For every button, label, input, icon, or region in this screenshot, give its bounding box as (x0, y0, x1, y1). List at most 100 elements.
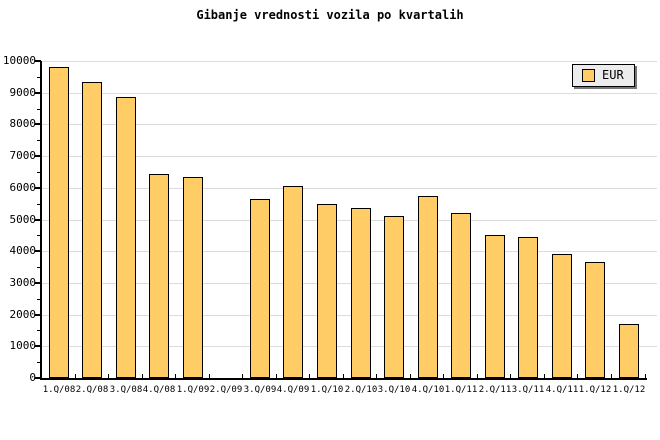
y-major-tick (35, 123, 41, 125)
y-tick-label: 6000 (9, 181, 37, 194)
y-tick-label: 2000 (9, 308, 37, 321)
gridline (42, 124, 657, 125)
y-major-tick (35, 155, 41, 157)
x-tick (645, 374, 646, 378)
bar (351, 208, 371, 378)
y-major-tick (35, 187, 41, 189)
bar (451, 213, 471, 378)
y-tick-label: 5000 (9, 213, 37, 226)
y-minor-tick (37, 299, 41, 300)
y-major-tick (35, 282, 41, 284)
y-major-tick (35, 314, 41, 316)
y-minor-tick (37, 235, 41, 236)
bar (485, 235, 505, 378)
bar (317, 204, 337, 378)
x-tick (343, 374, 344, 378)
x-tick (108, 374, 109, 378)
gridline (42, 156, 657, 157)
x-tick-label: 4.Q/09 (276, 385, 310, 395)
gridline (42, 220, 657, 221)
y-major-tick (35, 60, 41, 62)
x-tick-label: 2.Q/11 (478, 385, 512, 395)
x-tick-label: 3.Q/11 (511, 385, 545, 395)
x-tick-label: 2.Q/08 (75, 385, 109, 395)
y-tick-label: 10000 (2, 54, 36, 67)
x-tick-label: 1.Q/12 (612, 385, 646, 395)
x-tick (142, 374, 143, 378)
y-major-tick (35, 92, 41, 94)
bar (283, 186, 303, 378)
x-tick (309, 374, 310, 378)
x-tick-label: 4.Q/11 (545, 385, 579, 395)
y-tick-label: 8000 (9, 117, 37, 130)
x-tick (242, 374, 243, 378)
y-minor-tick (37, 109, 41, 110)
x-tick (477, 374, 478, 378)
gridline (42, 188, 657, 189)
bar (518, 237, 538, 378)
gridline (42, 315, 657, 316)
gridline (42, 251, 657, 252)
bar (585, 262, 605, 378)
x-tick-label: 3.Q/09 (243, 385, 277, 395)
y-major-tick (35, 219, 41, 221)
bar (619, 324, 639, 378)
bar (116, 97, 136, 378)
x-tick-label: 2.Q/10 (344, 385, 378, 395)
y-tick-label: 3000 (9, 276, 37, 289)
gridline (42, 346, 657, 347)
gridline (42, 93, 657, 94)
bar (149, 174, 169, 378)
x-tick (577, 374, 578, 378)
x-tick-label: 1.Q/09 (176, 385, 210, 395)
y-minor-tick (37, 330, 41, 331)
x-tick (510, 374, 511, 378)
bar (82, 82, 102, 378)
bar (250, 199, 270, 378)
x-axis (40, 378, 647, 380)
x-tick-label: 1.Q/11 (444, 385, 478, 395)
bar (384, 216, 404, 378)
x-tick (75, 374, 76, 378)
x-tick (276, 374, 277, 378)
x-tick-label: 2.Q/09 (209, 385, 243, 395)
y-tick-label: 4000 (9, 244, 37, 257)
x-tick-label: 3.Q/10 (377, 385, 411, 395)
legend-swatch-eur (582, 69, 595, 82)
x-tick (376, 374, 377, 378)
chart-title: Gibanje vrednosti vozila po kvartalih (196, 8, 464, 22)
x-tick-label: 4.Q/10 (411, 385, 445, 395)
x-tick (611, 374, 612, 378)
y-minor-tick (37, 267, 41, 268)
x-tick-label: 1.Q/08 (42, 385, 76, 395)
y-minor-tick (37, 140, 41, 141)
y-axis (40, 61, 42, 380)
y-minor-tick (37, 172, 41, 173)
y-major-tick (35, 250, 41, 252)
x-tick (443, 374, 444, 378)
bar (183, 177, 203, 378)
y-tick-label: 9000 (9, 86, 37, 99)
y-minor-tick (37, 362, 41, 363)
bar (418, 196, 438, 378)
y-major-tick (35, 377, 41, 379)
gridline (42, 61, 657, 62)
x-tick-label: 1.Q/10 (310, 385, 344, 395)
x-tick (410, 374, 411, 378)
x-tick (175, 374, 176, 378)
bar (552, 254, 572, 378)
x-tick (544, 374, 545, 378)
y-tick-label: 7000 (9, 149, 37, 162)
x-tick-label: 3.Q/08 (109, 385, 143, 395)
x-tick-label: 1.Q/12 (578, 385, 612, 395)
legend-label: EUR (602, 68, 624, 82)
y-minor-tick (37, 204, 41, 205)
y-major-tick (35, 345, 41, 347)
legend: EUR (572, 64, 635, 87)
gridline (42, 283, 657, 284)
x-tick (209, 374, 210, 378)
x-tick-label: 4.Q/08 (142, 385, 176, 395)
y-tick-label: 1000 (9, 339, 37, 352)
